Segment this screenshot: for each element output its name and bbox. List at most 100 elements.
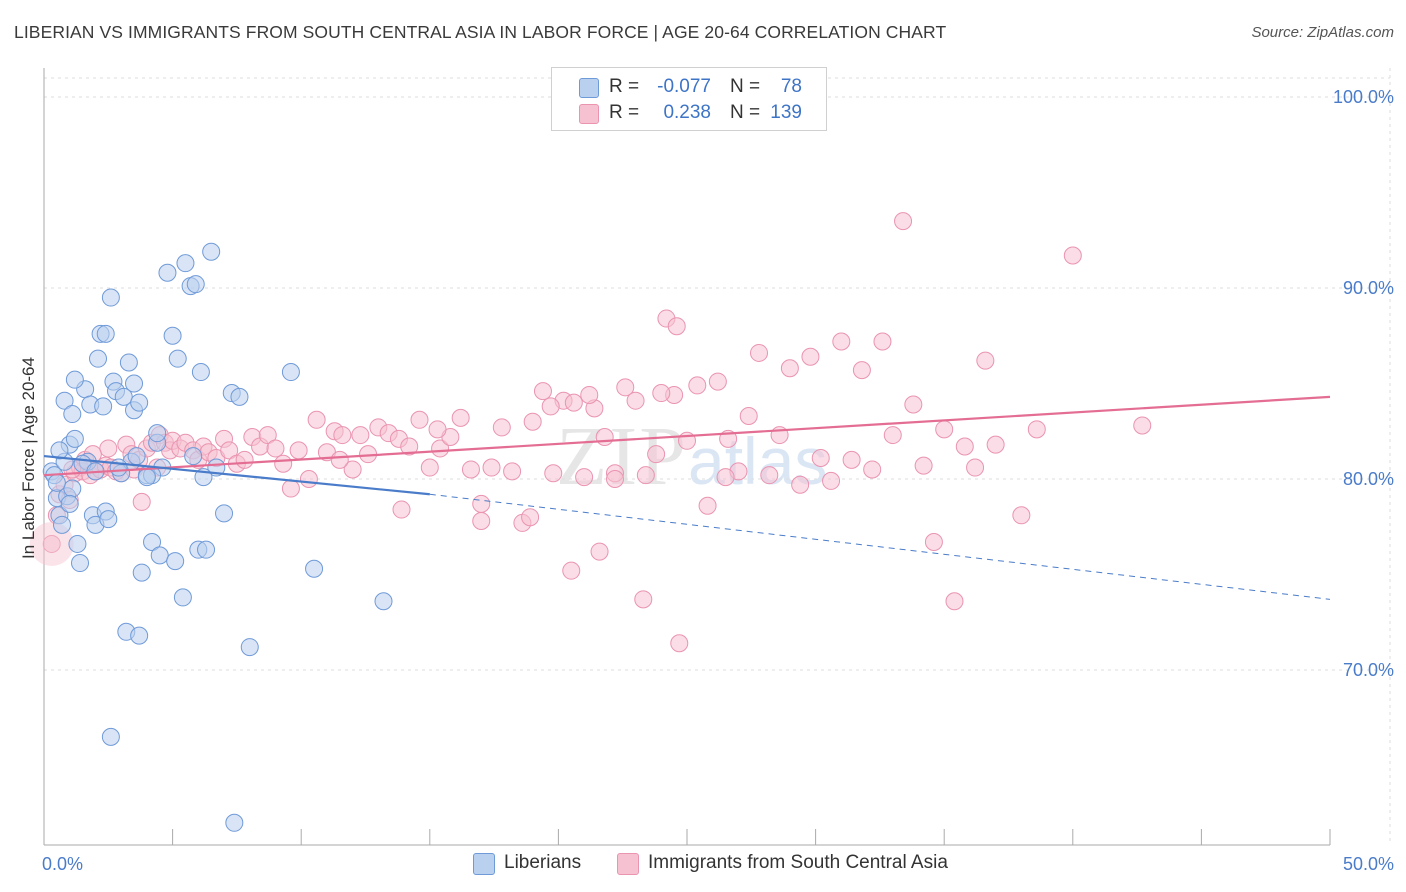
data-point-liberians (63, 405, 82, 424)
data-point-liberians (125, 374, 144, 393)
data-point-liberians (109, 458, 128, 477)
data-point-liberians (143, 533, 162, 552)
data-point-liberians (53, 515, 72, 534)
data-point-immigrants (708, 372, 727, 391)
data-point-immigrants (132, 492, 151, 511)
data-point-immigrants (945, 592, 964, 611)
series-liberians-points (42, 242, 393, 832)
data-point-immigrants (667, 317, 686, 336)
data-point-liberians (158, 263, 177, 282)
data-point-immigrants (590, 542, 609, 561)
data-point-immigrants (924, 533, 943, 552)
data-point-liberians (137, 468, 156, 487)
data-point-immigrants (605, 470, 624, 488)
axis-labels: 70.0% 80.0% 90.0% 100.0% 0.0% 50.0% In Labor F… (19, 87, 1394, 874)
y-tick-label: 100.0% (1333, 87, 1394, 107)
data-point-liberians (150, 546, 169, 565)
data-point-immigrants (832, 332, 851, 351)
data-point-immigrants (220, 441, 239, 460)
y-tick-label: 80.0% (1343, 469, 1394, 489)
data-point-immigrants (482, 458, 501, 477)
data-point-liberians (186, 275, 205, 294)
data-point-immigrants (503, 462, 522, 481)
data-point-immigrants (333, 426, 352, 445)
data-point-immigrants (801, 347, 820, 366)
data-point-immigrants (698, 496, 717, 515)
data-point-liberians (63, 479, 82, 498)
data-point-liberians (130, 393, 149, 412)
data-point-immigrants (351, 426, 370, 445)
trend-lines (43, 395, 1331, 600)
data-point-immigrants (791, 475, 810, 494)
data-point-liberians (101, 288, 120, 307)
data-point-immigrants (634, 590, 653, 609)
data-point-liberians (101, 727, 120, 746)
watermark: ZIPatlas (556, 408, 827, 505)
source-label: Source: ZipAtlas.com (1251, 24, 1394, 41)
data-point-immigrants (392, 500, 411, 519)
bottom-legend-label: Liberians (504, 852, 582, 873)
data-point-immigrants (914, 456, 933, 475)
data-point-liberians (127, 447, 146, 466)
data-point-liberians (60, 494, 79, 513)
data-point-immigrants (750, 343, 769, 362)
data-point-immigrants (307, 410, 326, 429)
trend-line-liberians (43, 454, 430, 496)
data-point-immigrants (451, 408, 470, 427)
data-point-liberians (305, 559, 324, 578)
data-point-immigrants (739, 406, 758, 425)
data-point-immigrants (716, 468, 735, 487)
data-point-immigrants (330, 450, 349, 469)
bottom-legend-swatch-pink (617, 853, 639, 875)
data-point-liberians (163, 326, 182, 345)
data-point-immigrants (883, 426, 902, 445)
data-point-immigrants (894, 212, 913, 231)
data-point-liberians (47, 473, 66, 492)
data-point-immigrants (521, 508, 540, 527)
data-point-immigrants (760, 466, 779, 485)
bottom-legend-label: Immigrants from South Central Asia (648, 852, 948, 873)
data-point-immigrants (647, 445, 666, 464)
data-point-immigrants (688, 376, 707, 395)
legend-r-value: 0.238 (663, 102, 711, 123)
data-point-liberians (96, 324, 115, 343)
data-point-liberians (202, 242, 221, 261)
data-point-immigrants (343, 460, 362, 479)
trend-line-liberians-extension (429, 493, 1331, 600)
data-point-immigrants (636, 466, 655, 485)
data-point-immigrants (523, 412, 542, 431)
data-point-immigrants (472, 494, 491, 513)
data-point-liberians (191, 363, 210, 382)
data-point-immigrants (904, 395, 923, 414)
data-point-immigrants (1063, 246, 1082, 265)
data-point-immigrants (1012, 506, 1031, 525)
legend-swatch-blue (579, 78, 599, 98)
data-point-immigrants (431, 439, 450, 458)
data-point-immigrants (472, 512, 491, 531)
data-point-immigrants (580, 385, 599, 404)
legend-swatch-pink (579, 104, 599, 124)
data-point-immigrants (670, 634, 689, 653)
data-point-immigrants (99, 439, 118, 458)
data-point-liberians (65, 370, 84, 389)
correlation-legend: R = -0.077 N = 78 R = 0.238 N = 139 (551, 67, 827, 131)
data-point-immigrants (428, 420, 447, 439)
data-point-liberians (173, 588, 192, 607)
data-point-immigrants (852, 361, 871, 380)
data-point-immigrants (274, 454, 293, 473)
data-point-immigrants (935, 420, 954, 439)
data-point-immigrants (42, 534, 61, 553)
series-immigrants-points (29, 89, 1152, 653)
data-point-immigrants (461, 460, 480, 479)
legend-n-value: 78 (780, 76, 802, 97)
trend-line-immigrants (43, 395, 1331, 477)
data-point-liberians (168, 349, 187, 368)
data-point-liberians (89, 349, 108, 368)
data-point-immigrants (842, 450, 861, 469)
data-point-immigrants (595, 427, 614, 446)
data-point-liberians (55, 391, 74, 410)
data-point-liberians (197, 540, 216, 559)
data-point-immigrants (626, 391, 645, 410)
data-point-liberians (148, 424, 167, 443)
data-point-immigrants (822, 471, 841, 490)
